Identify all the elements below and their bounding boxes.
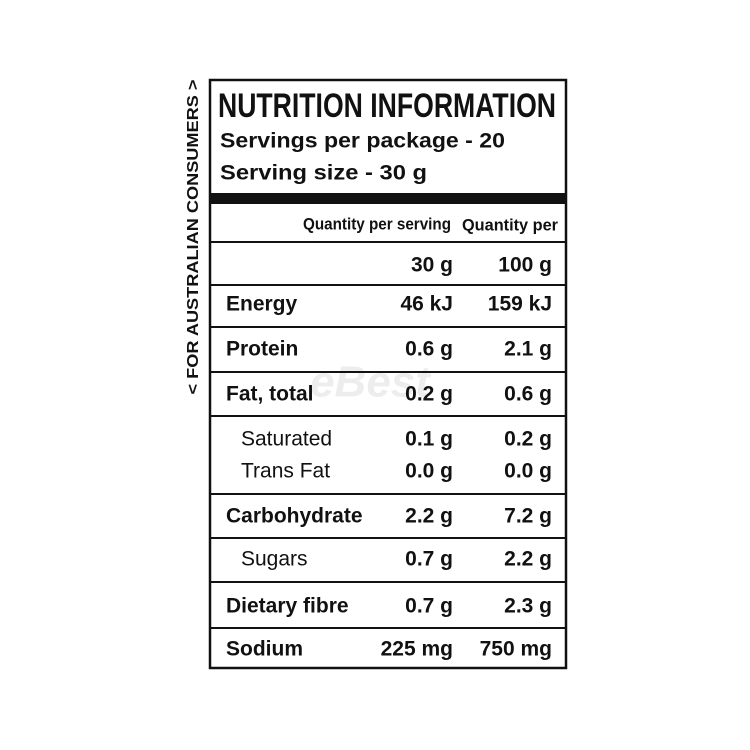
per-100g: 0.0 g	[504, 460, 552, 483]
column-header: Quantity per	[462, 215, 558, 234]
nutrient-name: Fat, total	[226, 383, 314, 406]
per-serving: 0.6 g	[405, 338, 453, 361]
per-serving: 0.7 g	[405, 548, 453, 571]
per-100g: 0.2 g	[504, 428, 552, 451]
per-100g: 2.2 g	[504, 548, 552, 571]
nutrient-name: Trans Fat	[241, 460, 330, 483]
per-serving: 0.7 g	[405, 595, 453, 618]
side-note: < FOR AUSTRALIAN CONSUMERS >	[185, 80, 202, 395]
unit-header: 30 g	[411, 254, 453, 277]
thick-rule	[210, 193, 566, 204]
label-box	[208, 78, 568, 670]
per-100g: 159 kJ	[488, 293, 552, 316]
per-serving: 225 mg	[381, 638, 453, 661]
per-100g: 7.2 g	[504, 505, 552, 528]
servings: Servings per package - 20	[220, 130, 505, 153]
per-serving: 0.0 g	[405, 460, 453, 483]
nutrient-name: Dietary fibre	[226, 595, 349, 618]
per-100g: 750 mg	[480, 638, 552, 661]
watermark: eBest	[310, 358, 432, 407]
nutrient-name: Carbohydrate	[226, 505, 363, 528]
unit-header: 100 g	[498, 254, 552, 277]
column-header: Quantity per serving	[303, 214, 451, 233]
per-serving: 46 kJ	[400, 293, 453, 316]
title: NUTRITION INFORMATION	[218, 87, 556, 125]
per-100g: 2.1 g	[504, 338, 552, 361]
nutrient-name: Protein	[226, 338, 298, 361]
per-100g: 2.3 g	[504, 595, 552, 618]
per-serving: 0.2 g	[405, 383, 453, 406]
nutrient-name: Sodium	[226, 638, 303, 661]
per-100g: 0.6 g	[504, 383, 552, 406]
nutrient-name: Energy	[226, 293, 298, 316]
nutrient-name: Sugars	[241, 548, 308, 571]
nutrient-name: Saturated	[241, 428, 332, 451]
serving-size: Serving size - 30 g	[220, 162, 427, 185]
per-serving: 0.1 g	[405, 428, 453, 451]
per-serving: 2.2 g	[405, 505, 453, 528]
